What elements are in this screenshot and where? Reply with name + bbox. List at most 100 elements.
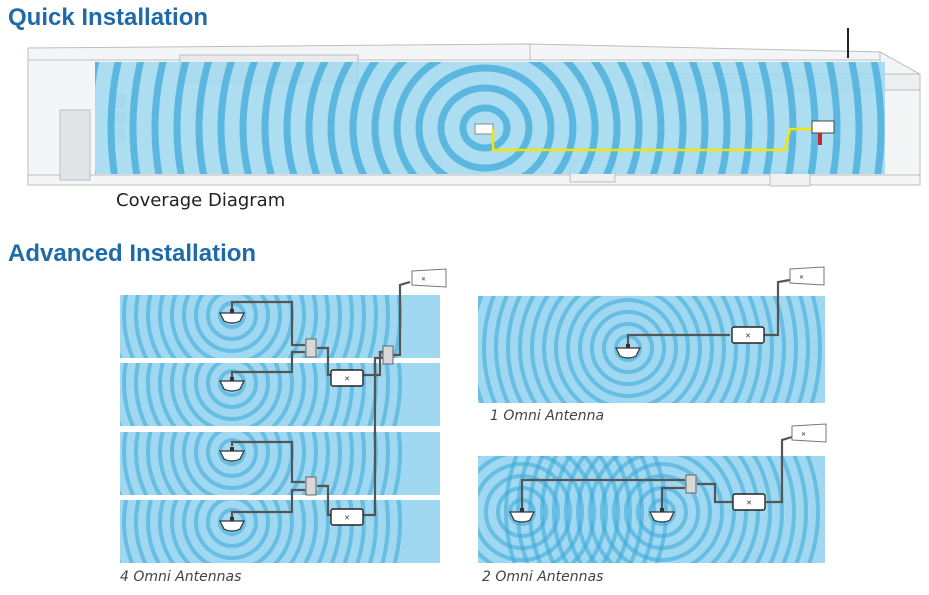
coverage-ring — [182, 432, 282, 495]
signal-booster-icon — [330, 508, 364, 526]
coverage-ring — [602, 322, 654, 374]
coverage-ring — [146, 432, 318, 495]
coverage-ring — [590, 310, 666, 386]
coverage-ring — [624, 474, 700, 550]
coverage-ring — [134, 295, 330, 358]
cables-four — [230, 280, 411, 517]
coverage-ring — [146, 363, 318, 426]
coverage-ring — [354, 432, 366, 495]
panel-one-omni — [478, 266, 825, 403]
coverage-ring — [355, 500, 366, 563]
coverage-ring — [206, 363, 258, 409]
coverage-ring — [542, 296, 714, 403]
panel-four-omni — [120, 268, 447, 563]
coverage-ring — [367, 295, 378, 358]
cables-one — [626, 278, 791, 344]
coverage-ring — [122, 295, 342, 358]
coverage-ring — [478, 456, 584, 563]
coverage-band-single — [478, 296, 825, 403]
coverage-ring — [797, 296, 810, 403]
coverage-ring — [518, 296, 738, 403]
coverage-ring — [504, 456, 820, 563]
coverage-ring — [194, 500, 270, 560]
splitter-icon — [382, 345, 394, 365]
panel-two-omni — [478, 423, 827, 563]
coverage-ring — [478, 462, 572, 562]
coverage-ring — [540, 456, 784, 563]
coverage-ring — [379, 363, 390, 426]
outdoor-yagi-antenna-icon — [791, 423, 827, 443]
coverage-ring — [134, 432, 330, 495]
coverage-ring — [206, 432, 258, 478]
outdoor-yagi-antenna-icon — [789, 266, 825, 286]
two-omni-caption: 2 Omni Antennas — [482, 569, 604, 585]
coverage-ring — [194, 295, 270, 353]
signal-booster-icon — [731, 326, 765, 344]
coverage-ring — [809, 296, 822, 403]
coverage-ring — [612, 462, 712, 562]
coverage-ring — [182, 363, 282, 426]
coverage-ring — [380, 500, 390, 563]
coverage-ring — [194, 432, 270, 490]
coverage-ring — [494, 296, 762, 403]
coverage-ring — [170, 363, 294, 426]
coverage-band-3 — [120, 432, 440, 495]
one-omni-caption: 1 Omni Antenna — [490, 408, 605, 424]
coverage-ring — [578, 298, 678, 398]
coverage-ring — [194, 363, 270, 421]
coverage-ring — [206, 500, 258, 548]
signal-booster-icon — [732, 493, 766, 511]
coverage-ring — [146, 500, 318, 563]
four-omni-caption: 4 Omni Antennas — [120, 569, 242, 585]
coverage-ring — [158, 500, 306, 563]
coverage-ring — [482, 296, 774, 403]
coverage-diagram-caption: Coverage Diagram — [116, 190, 286, 211]
coverage-ring — [554, 296, 702, 403]
coverage-ring — [379, 295, 390, 358]
coverage-ring — [566, 296, 690, 403]
coverage-band-1 — [120, 295, 440, 358]
coverage-ring — [158, 295, 306, 358]
cables-two — [520, 435, 793, 508]
coverage-ring — [581, 456, 608, 563]
coverage-ring — [122, 432, 342, 495]
quick-installation-heading: Quick Installation — [8, 4, 209, 31]
coverage-ring — [392, 500, 402, 563]
coverage-ring — [588, 456, 736, 563]
coverage-ring — [392, 363, 402, 426]
coverage-ring — [146, 295, 318, 358]
coverage-ring — [600, 456, 724, 563]
advanced-installation-heading: Advanced Installation — [8, 240, 257, 267]
coverage-ring — [354, 295, 366, 358]
coverage-ring — [552, 456, 772, 563]
coverage-ring — [392, 432, 402, 495]
coverage-ring — [611, 456, 632, 563]
coverage-ring — [206, 295, 258, 341]
coverage-ring — [530, 296, 726, 403]
coverage-ring — [120, 500, 354, 563]
coverage-ring — [158, 363, 306, 426]
coverage-ring — [478, 456, 596, 563]
coverage-ring — [597, 456, 620, 563]
splitter-icon — [685, 474, 697, 494]
splitter-icon — [305, 476, 317, 496]
signal-booster-icon — [330, 369, 364, 387]
coverage-ring — [379, 432, 390, 495]
coverage-ring — [784, 296, 798, 403]
coverage-ring — [182, 295, 282, 358]
coverage-ring — [120, 432, 354, 495]
coverage-ring — [367, 500, 378, 563]
coverage-ring — [120, 295, 354, 358]
splitter-icon — [305, 338, 317, 358]
coverage-ring — [158, 432, 306, 495]
coverage-ring — [478, 296, 786, 403]
coverage-ring — [170, 500, 294, 563]
coverage-ring — [134, 363, 330, 426]
coverage-ring — [354, 363, 366, 426]
coverage-ring — [182, 500, 282, 563]
coverage-ring — [576, 456, 748, 563]
coverage-ring — [506, 296, 750, 403]
coverage-ring — [564, 456, 760, 563]
outdoor-yagi-antenna-icon — [411, 268, 447, 288]
